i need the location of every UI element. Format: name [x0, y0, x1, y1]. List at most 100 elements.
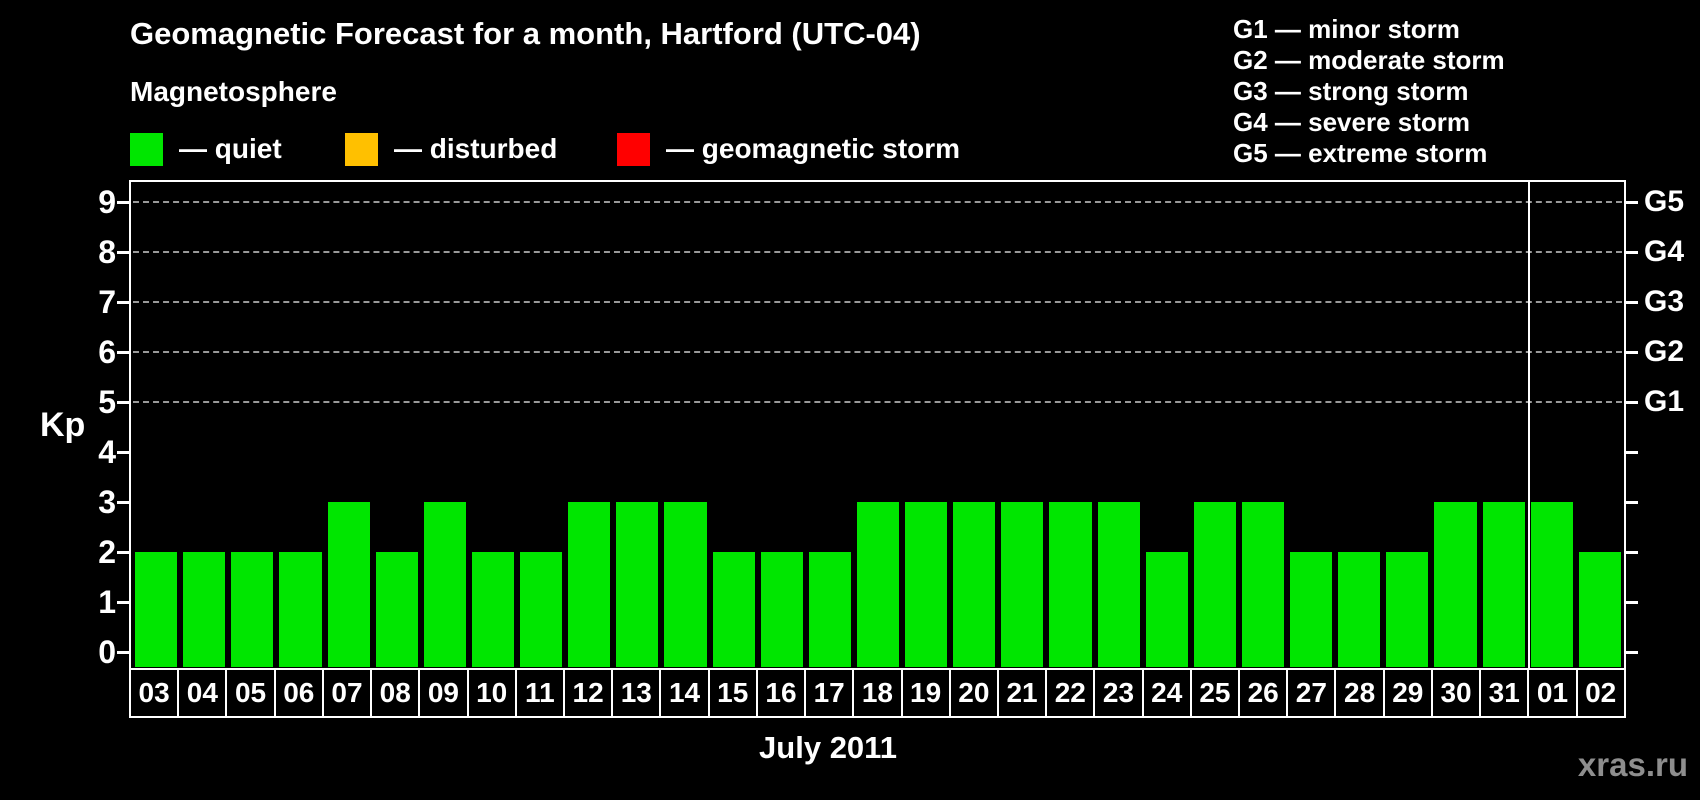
day-label-26: 26: [1240, 670, 1289, 716]
y-axis-tick-right: [1624, 401, 1638, 404]
kp-bar-day-16: [760, 552, 803, 667]
y-axis-tick-right: [1624, 651, 1638, 654]
disturbed-color-swatch: [345, 132, 378, 166]
day-label-11: 11: [517, 670, 565, 716]
storm-scale-g1: G1 — minor storm: [1233, 14, 1460, 44]
legend-item-geomagnetic-storm: — geomagnetic storm: [617, 131, 960, 167]
day-label-06: 06: [276, 670, 324, 716]
day-label-15: 15: [710, 670, 758, 716]
y-axis-title: Kp: [40, 406, 86, 444]
day-label-08: 08: [372, 670, 421, 716]
day-label-13: 13: [613, 670, 662, 716]
kp-bar-day-31: [1482, 502, 1525, 667]
kp-bar-day-12: [568, 502, 611, 667]
month-separator-line: [1527, 182, 1530, 668]
kp-bar-day-14: [664, 502, 707, 667]
kp-bar-day-20: [953, 502, 996, 667]
y-axis-tick-left: [117, 451, 131, 454]
legend-label: — disturbed: [394, 133, 558, 164]
day-label-03: 03: [131, 670, 180, 716]
storm-scale-g2: G2 — moderate storm: [1233, 45, 1505, 75]
y-axis-tick-right: [1624, 301, 1638, 304]
storm-scale-g4: G4 — severe storm: [1233, 107, 1471, 137]
y-tick-label: 2: [98, 534, 116, 570]
y-axis-tick-left: [117, 601, 131, 604]
day-label-20: 20: [951, 670, 999, 716]
day-label-09: 09: [420, 670, 469, 716]
y-tick-label: 9: [98, 184, 116, 220]
day-label-19: 19: [903, 670, 951, 716]
kp-bar-day-09: [423, 502, 466, 667]
kp-bar-day-22: [1049, 502, 1092, 667]
y-axis-tick-right: [1624, 201, 1638, 204]
kp-bar-day-05: [231, 552, 274, 667]
legend-item-quiet: — quiet: [130, 131, 282, 167]
y-axis-tick-left: [117, 351, 131, 354]
kp-bar-day-21: [1001, 502, 1044, 667]
x-axis-day-labels: 03 04 05 06 07 08 09 10 11 12 13 14 15 16 17 18 19 20 21 22…: [129, 668, 1626, 718]
kp-bar-day-07: [327, 502, 370, 667]
kp-bar-day-04: [183, 552, 226, 667]
y-axis-tick-right: [1624, 551, 1638, 554]
kp-bar-day-24: [1145, 552, 1188, 667]
legend-item-disturbed: — disturbed: [345, 131, 557, 167]
kp-bar-day-06: [279, 552, 322, 667]
gridline-kp-6: [133, 351, 1622, 353]
day-label-25: 25: [1192, 670, 1241, 716]
magnetosphere-label: Magnetosphere: [130, 76, 337, 107]
day-label-18: 18: [854, 670, 903, 716]
day-label-30: 30: [1433, 670, 1482, 716]
g-scale-label-g5: G5: [1644, 185, 1685, 218]
legend-label: — geomagnetic storm: [666, 133, 961, 164]
kp-bar-day-11: [520, 552, 563, 667]
x-axis-title: July 2011: [759, 730, 897, 765]
g-scale-label-g2: G2: [1644, 335, 1685, 368]
day-label-14: 14: [661, 670, 710, 716]
y-tick-label: 7: [98, 284, 116, 320]
storm-scale-legend: G1 — minor storm G2 — moderate storm G3 …: [1233, 14, 1505, 169]
day-label-31: 31: [1481, 670, 1530, 716]
y-tick-label: 8: [98, 234, 116, 270]
y-axis-tick-right: [1624, 351, 1638, 354]
day-label-17: 17: [806, 670, 855, 716]
day-label-22: 22: [1047, 670, 1096, 716]
day-label-04: 04: [179, 670, 228, 716]
y-axis-tick-left: [117, 501, 131, 504]
kp-bar-day-26: [1241, 502, 1285, 667]
y-axis-tick-right: [1624, 601, 1638, 604]
day-label-02: 02: [1585, 677, 1617, 708]
gridline-kp-8: [133, 251, 1622, 253]
day-label-07: 07: [324, 670, 373, 716]
kp-bar-day-28: [1338, 552, 1381, 667]
kp-bar-day-02: [1578, 552, 1621, 667]
y-axis-tick-left: [117, 401, 131, 404]
day-label-23: 23: [1095, 670, 1144, 716]
y-axis-tick-left: [117, 651, 131, 654]
page-title: Geomagnetic Forecast for a month, Hartfo…: [130, 16, 921, 51]
kp-bar-day-27: [1290, 552, 1333, 667]
y-axis-tick-left: [117, 201, 131, 204]
day-label-10: 10: [469, 670, 517, 716]
y-axis-tick-left: [117, 301, 131, 304]
kp-bar-day-29: [1386, 552, 1429, 667]
y-tick-label: 6: [98, 334, 116, 370]
kp-bar-day-10: [471, 552, 515, 667]
kp-bar-day-30: [1434, 502, 1477, 667]
storm-scale-g3: G3 — strong storm: [1233, 76, 1469, 106]
kp-bar-day-03: [135, 552, 178, 667]
kp-bar-day-25: [1193, 502, 1236, 667]
geomagnetic-storm-color-swatch: [617, 132, 650, 166]
kp-bar-day-19: [905, 502, 948, 667]
kp-bar-day-15: [712, 552, 755, 667]
y-axis-tick-left: [117, 551, 131, 554]
kp-bar-day-18: [856, 502, 900, 667]
day-label-21: 21: [999, 670, 1048, 716]
day-label-27: 27: [1288, 670, 1337, 716]
day-label-16: 16: [758, 670, 807, 716]
y-axis-tick-right: [1624, 451, 1638, 454]
kp-bar-day-17: [808, 552, 851, 667]
day-label-05: 05: [227, 670, 276, 716]
day-label-28: 28: [1336, 670, 1385, 716]
kp-bar-day-13: [616, 502, 659, 667]
